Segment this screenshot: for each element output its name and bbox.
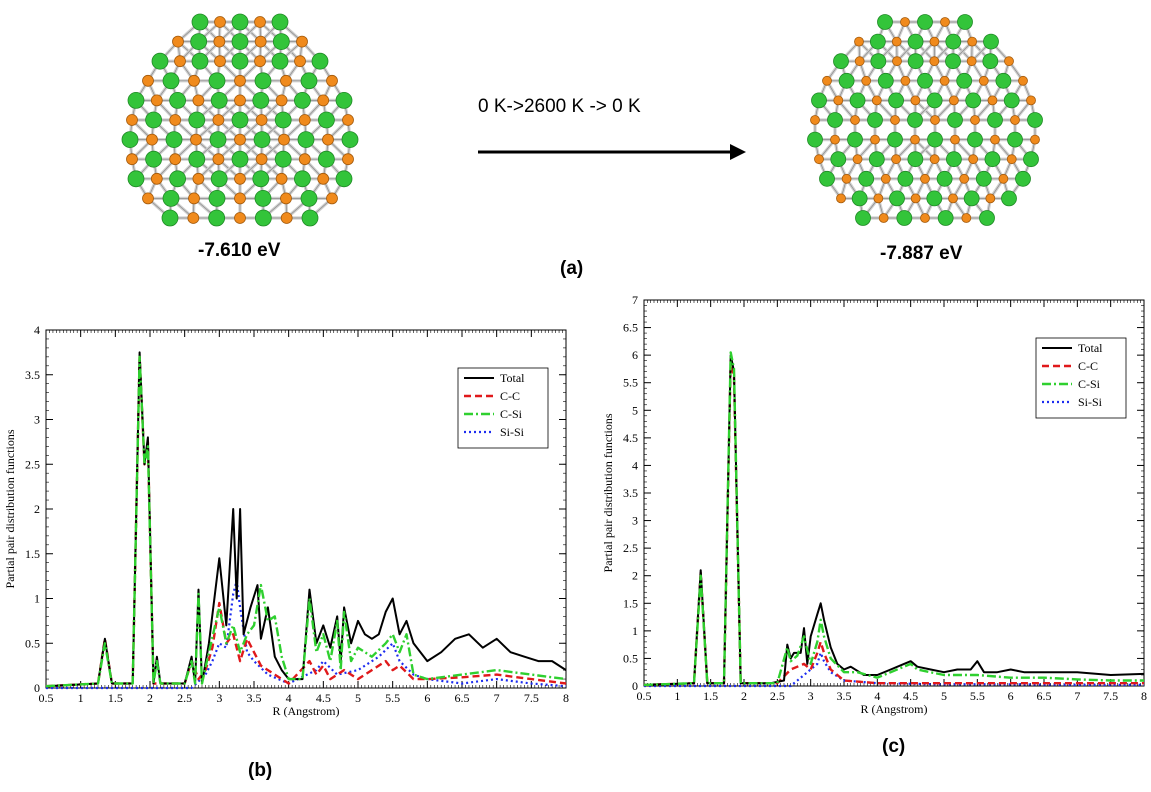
legend-entry: Si-Si — [1078, 395, 1103, 409]
x-tick-label: 4 — [286, 691, 292, 705]
x-tick-label: 7.5 — [1103, 689, 1118, 703]
x-tick-label: 2.5 — [177, 691, 192, 705]
x-tick-label: 1 — [674, 689, 680, 703]
x-tick-label: 2 — [147, 691, 153, 705]
x-tick-label: 5 — [355, 691, 361, 705]
cluster-after-image — [807, 14, 1043, 226]
x-tick-label: 7 — [494, 691, 500, 705]
y-tick-label: 5.5 — [623, 376, 638, 390]
cluster-atoms — [121, 13, 359, 227]
legend-entry: C-Si — [1078, 377, 1101, 391]
x-tick-label: 3 — [808, 689, 814, 703]
cluster-atoms — [807, 14, 1043, 226]
y-axis-label: Partial pair distribution functions — [601, 413, 615, 572]
process-label: 0 K->2600 K -> 0 K — [478, 96, 641, 117]
x-tick-label: 3 — [216, 691, 222, 705]
x-tick-label: 7 — [1074, 689, 1080, 703]
y-tick-label: 1.5 — [623, 596, 638, 610]
x-tick-label: 2 — [741, 689, 747, 703]
y-tick-label: 2.5 — [623, 541, 638, 555]
y-tick-label: 5 — [632, 403, 638, 417]
y-tick-label: 4 — [632, 458, 638, 472]
y-tick-label: 3.5 — [25, 368, 40, 382]
y-tick-label: 3 — [34, 413, 40, 427]
x-axis-label: R (Angstrom) — [273, 704, 340, 718]
series-line-csi — [643, 351, 1144, 687]
right-energy-label: -7.887 eV — [880, 243, 963, 264]
legend-box — [1035, 337, 1127, 419]
y-tick-label: 4.5 — [623, 431, 638, 445]
series-line-total — [643, 354, 1145, 686]
cluster-before-image — [121, 13, 359, 227]
y-tick-label: 1 — [34, 592, 40, 606]
x-tick-label: 3.5 — [837, 689, 852, 703]
y-tick-label: 6 — [632, 348, 638, 362]
x-tick-label: 1.5 — [703, 689, 718, 703]
panel-label-c: (c) — [882, 736, 906, 757]
x-tick-label: 6.5 — [455, 691, 470, 705]
legend-entry: C-C — [500, 389, 520, 403]
y-tick-label: 4 — [34, 323, 40, 337]
legend-entry: Total — [500, 371, 525, 385]
y-tick-label: 0 — [34, 681, 40, 695]
x-tick-label: 8 — [1141, 689, 1147, 703]
x-tick-label: 5.5 — [385, 691, 400, 705]
legend-box — [457, 367, 549, 449]
y-tick-label: 1 — [632, 624, 638, 638]
y-tick-label: 2 — [34, 502, 40, 516]
x-tick-label: 2.5 — [770, 689, 785, 703]
process-arrow — [478, 144, 746, 160]
x-tick-label: 7.5 — [524, 691, 539, 705]
x-tick-label: 0.5 — [637, 689, 652, 703]
x-tick-label: 5.5 — [970, 689, 985, 703]
y-tick-label: 6.5 — [623, 321, 638, 335]
x-tick-label: 6.5 — [1037, 689, 1052, 703]
legend-entry: Si-Si — [500, 425, 525, 439]
x-tick-label: 4 — [874, 689, 880, 703]
chart-c: 0.5 1 1.5 2 2.5 3 3.5 4 4.5 5 5.5 6 6.5 7 7.5 800.511.5… — [601, 293, 1147, 716]
panel-label-b: (b) — [248, 760, 273, 781]
x-tick-label: 4.5 — [316, 691, 331, 705]
x-tick-label: 8 — [563, 691, 569, 705]
y-tick-label: 2 — [632, 569, 638, 583]
y-tick-label: 3.5 — [623, 486, 638, 500]
legend-entry: Total — [1078, 341, 1103, 355]
y-tick-label: 3 — [632, 514, 638, 528]
x-axis-label: R (Angstrom) — [861, 702, 928, 716]
x-tick-label: 1.5 — [108, 691, 123, 705]
x-tick-label: 3.5 — [247, 691, 262, 705]
y-tick-label: 0 — [632, 679, 638, 693]
y-tick-label: 0.5 — [25, 636, 40, 650]
legend-entry: C-Si — [500, 407, 523, 421]
chart-b: 0.5 1 1.5 2 2.5 3 3.5 4 4.5 5 5.5 6 6.5 7 7.5 800.511.5… — [3, 323, 569, 718]
panel-label-a: (a) — [560, 258, 584, 279]
minor-ticks — [45, 329, 567, 689]
series-line-sisi — [644, 651, 1144, 688]
x-tick-label: 1 — [78, 691, 84, 705]
y-tick-label: 2.5 — [25, 457, 40, 471]
y-tick-label: 7 — [632, 293, 638, 307]
y-tick-label: 1.5 — [25, 547, 40, 561]
x-tick-label: 0.5 — [39, 691, 54, 705]
y-axis-label: Partial pair distribution functions — [3, 429, 17, 588]
x-tick-label: 4.5 — [903, 689, 918, 703]
legend-entry: C-C — [1078, 359, 1098, 373]
y-tick-label: 0.5 — [623, 651, 638, 665]
x-tick-label: 6 — [424, 691, 430, 705]
left-energy-label: -7.610 eV — [198, 240, 281, 261]
x-tick-label: 6 — [1008, 689, 1014, 703]
x-tick-label: 5 — [941, 689, 947, 703]
